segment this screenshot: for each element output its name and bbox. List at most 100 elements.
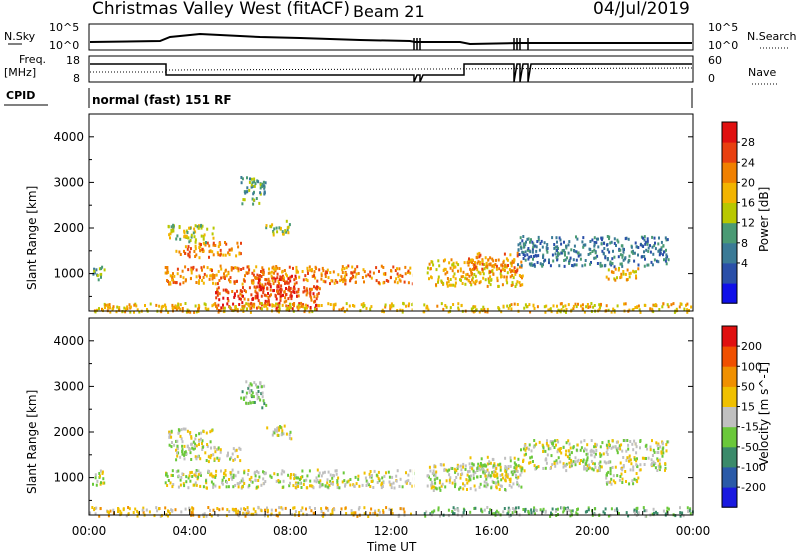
velocity-cell <box>645 509 648 513</box>
power-cell <box>204 306 207 310</box>
power-cell <box>201 247 204 251</box>
power-cell <box>309 294 312 298</box>
velocity-cell <box>191 446 194 450</box>
power-cell <box>179 274 182 278</box>
power-cell <box>236 266 239 270</box>
velocity-cell <box>263 481 266 485</box>
power-cell <box>607 268 610 272</box>
velocity-cell <box>609 466 612 470</box>
power-cell <box>255 295 257 299</box>
velocity-cell <box>572 460 575 464</box>
power-cell <box>349 279 352 283</box>
velocity-cell <box>574 456 577 460</box>
velocity-cell <box>547 447 550 451</box>
power-cell <box>259 186 262 190</box>
power-cell <box>288 306 291 310</box>
power-cell <box>502 304 505 308</box>
velocity-cell <box>460 468 463 472</box>
power-cell <box>252 202 255 206</box>
velocity-cell <box>241 390 244 394</box>
power-cell <box>258 274 261 278</box>
power-cell <box>545 304 548 308</box>
power-cell <box>313 300 315 304</box>
velocity-cell <box>313 511 316 515</box>
power-cell <box>585 305 588 309</box>
power-cell <box>202 276 205 279</box>
velocity-cell <box>527 511 530 515</box>
power-cell <box>626 268 629 272</box>
power-cell <box>235 254 238 258</box>
power-cell <box>408 302 411 306</box>
velocity-cell <box>276 473 279 477</box>
power-cell <box>645 248 648 252</box>
power-cell <box>672 302 675 306</box>
velocity-cell <box>285 432 288 436</box>
velocity-cell <box>335 472 338 476</box>
power-cell <box>574 302 577 306</box>
power-cell <box>601 238 603 242</box>
power-cell <box>133 310 135 314</box>
power-cell <box>334 302 337 306</box>
velocity-cell <box>237 470 240 474</box>
velocity-cell <box>513 507 516 511</box>
power-cell <box>187 310 190 314</box>
velocity-cell <box>236 455 239 459</box>
velocity-cell <box>633 439 636 443</box>
velocity-cell <box>280 433 283 437</box>
power-cell <box>274 279 277 283</box>
velocity-cell <box>495 474 498 478</box>
velocity-cell <box>212 474 215 478</box>
power-cell <box>392 304 395 308</box>
velocity-cell <box>365 479 368 483</box>
velocity-cell <box>225 480 228 484</box>
power-cell <box>610 240 613 244</box>
power-cell <box>685 303 687 307</box>
velocity-cell <box>322 511 325 515</box>
velocity-cell <box>433 485 436 489</box>
power-cell <box>277 291 279 295</box>
velocity-cell <box>273 431 276 435</box>
velocity-cell <box>276 514 279 518</box>
velocity-cell <box>547 444 550 448</box>
velocity-colorbar-tick-label: -50 <box>741 441 759 454</box>
velocity-cell <box>563 506 566 510</box>
power-cell <box>562 248 565 252</box>
power-cell <box>435 283 437 287</box>
velocity-cell <box>176 447 179 451</box>
power-cell <box>144 304 146 307</box>
velocity-cell <box>650 458 653 462</box>
power-cell <box>317 291 320 295</box>
power-cell <box>100 267 103 271</box>
power-cell <box>203 272 206 276</box>
power-cell <box>603 247 606 250</box>
velocity-cell <box>571 509 574 513</box>
velocity-cell <box>300 509 303 512</box>
velocity-cell <box>598 466 601 470</box>
power-cell <box>216 290 219 294</box>
velocity-cell <box>538 440 541 444</box>
power-cell <box>576 237 579 241</box>
velocity-cell <box>344 484 346 488</box>
velocity-cell <box>321 483 324 487</box>
velocity-cell <box>224 473 227 477</box>
power-cell <box>239 292 242 296</box>
velocity-cell <box>658 462 661 466</box>
velocity-cell <box>637 511 640 515</box>
velocity-cell <box>658 458 661 462</box>
velocity-cell <box>229 457 231 461</box>
velocity-cell <box>242 511 245 515</box>
power-cell <box>211 269 213 273</box>
velocity-cell <box>232 447 235 451</box>
velocity-cell <box>228 509 231 513</box>
velocity-cell <box>171 509 174 513</box>
power-cell <box>285 287 287 290</box>
power-cell <box>537 235 540 239</box>
velocity-cell <box>292 484 295 488</box>
power-cell <box>189 226 192 230</box>
power-cell <box>189 277 192 281</box>
velocity-cell <box>334 469 337 473</box>
power-cell <box>195 268 198 272</box>
power-cell <box>264 299 267 303</box>
velocity-cell <box>639 446 641 450</box>
velocity-cell <box>593 507 596 511</box>
